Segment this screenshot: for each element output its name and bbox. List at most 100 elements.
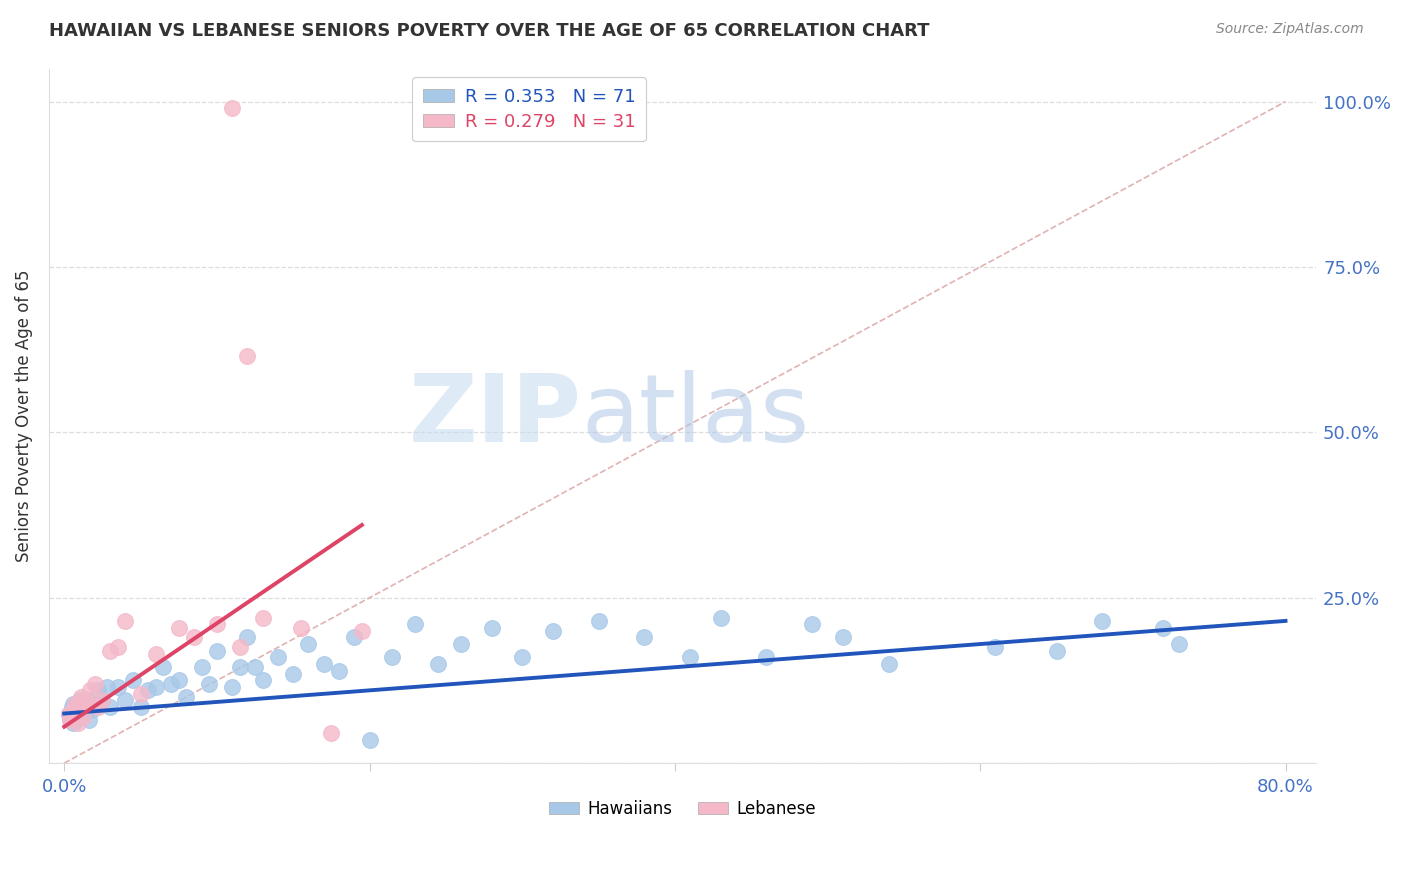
Hawaiians: [801, 617, 824, 632]
Hawaiians: [122, 673, 145, 688]
Hawaiians: [145, 680, 167, 694]
Hawaiians: [588, 614, 610, 628]
Hawaiians: [152, 660, 174, 674]
Lebanese: [321, 726, 343, 740]
Hawaiians: [1152, 620, 1174, 634]
Hawaiians: [77, 713, 100, 727]
Hawaiians: [72, 706, 94, 721]
Hawaiians: [831, 631, 853, 645]
Text: Source: ZipAtlas.com: Source: ZipAtlas.com: [1216, 22, 1364, 37]
Lebanese: [69, 699, 91, 714]
Hawaiians: [1091, 614, 1114, 628]
Hawaiians: [87, 683, 110, 698]
Lebanese: [83, 677, 105, 691]
Hawaiians: [83, 697, 105, 711]
Hawaiians: [541, 624, 564, 638]
Lebanese: [290, 620, 312, 634]
Hawaiians: [73, 703, 96, 717]
Hawaiians: [91, 693, 114, 707]
Hawaiians: [65, 713, 87, 727]
Lebanese: [167, 620, 190, 634]
Hawaiians: [328, 664, 350, 678]
Hawaiians: [283, 666, 305, 681]
Hawaiians: [65, 699, 87, 714]
Hawaiians: [205, 643, 228, 657]
Hawaiians: [252, 673, 274, 688]
Hawaiians: [236, 631, 259, 645]
Hawaiians: [75, 697, 97, 711]
Hawaiians: [1045, 643, 1067, 657]
Hawaiians: [62, 716, 84, 731]
Hawaiians: [297, 637, 319, 651]
Hawaiians: [98, 699, 121, 714]
Hawaiians: [107, 680, 129, 694]
Lebanese: [145, 647, 167, 661]
Hawaiians: [633, 631, 655, 645]
Lebanese: [63, 697, 86, 711]
Hawaiians: [427, 657, 450, 671]
Hawaiians: [63, 703, 86, 717]
Hawaiians: [63, 706, 86, 721]
Hawaiians: [190, 660, 212, 674]
Lebanese: [221, 101, 243, 115]
Hawaiians: [62, 697, 84, 711]
Text: ZIP: ZIP: [408, 370, 581, 462]
Hawaiians: [450, 637, 472, 651]
Text: HAWAIIAN VS LEBANESE SENIORS POVERTY OVER THE AGE OF 65 CORRELATION CHART: HAWAIIAN VS LEBANESE SENIORS POVERTY OVE…: [49, 22, 929, 40]
Lebanese: [205, 617, 228, 632]
Lebanese: [129, 687, 152, 701]
Hawaiians: [312, 657, 335, 671]
Lebanese: [60, 710, 83, 724]
Hawaiians: [381, 650, 404, 665]
Lebanese: [79, 683, 101, 698]
Hawaiians: [984, 640, 1007, 655]
Lebanese: [114, 614, 136, 628]
Lebanese: [252, 610, 274, 624]
Y-axis label: Seniors Poverty Over the Age of 65: Seniors Poverty Over the Age of 65: [15, 269, 32, 562]
Hawaiians: [76, 693, 98, 707]
Legend: Hawaiians, Lebanese: Hawaiians, Lebanese: [543, 793, 823, 824]
Hawaiians: [267, 650, 290, 665]
Lebanese: [65, 706, 87, 721]
Lebanese: [350, 624, 373, 638]
Hawaiians: [176, 690, 198, 704]
Lebanese: [236, 349, 259, 363]
Lebanese: [73, 693, 96, 707]
Hawaiians: [79, 699, 101, 714]
Hawaiians: [70, 703, 93, 717]
Hawaiians: [198, 677, 221, 691]
Text: atlas: atlas: [581, 370, 810, 462]
Lebanese: [183, 631, 205, 645]
Hawaiians: [343, 631, 366, 645]
Hawaiians: [96, 680, 118, 694]
Hawaiians: [877, 657, 900, 671]
Hawaiians: [66, 697, 89, 711]
Hawaiians: [243, 660, 266, 674]
Hawaiians: [60, 699, 83, 714]
Lebanese: [229, 640, 252, 655]
Hawaiians: [710, 610, 733, 624]
Hawaiians: [359, 733, 381, 747]
Hawaiians: [69, 693, 91, 707]
Hawaiians: [755, 650, 778, 665]
Hawaiians: [69, 710, 91, 724]
Hawaiians: [80, 703, 103, 717]
Lebanese: [87, 699, 110, 714]
Lebanese: [70, 690, 93, 704]
Lebanese: [91, 693, 114, 707]
Hawaiians: [229, 660, 252, 674]
Hawaiians: [60, 710, 83, 724]
Lebanese: [66, 716, 89, 731]
Lebanese: [107, 640, 129, 655]
Hawaiians: [129, 699, 152, 714]
Lebanese: [76, 697, 98, 711]
Lebanese: [59, 713, 82, 727]
Hawaiians: [59, 713, 82, 727]
Hawaiians: [136, 683, 159, 698]
Hawaiians: [510, 650, 533, 665]
Hawaiians: [160, 677, 183, 691]
Lebanese: [98, 643, 121, 657]
Lebanese: [72, 710, 94, 724]
Hawaiians: [1167, 637, 1189, 651]
Lebanese: [62, 703, 84, 717]
